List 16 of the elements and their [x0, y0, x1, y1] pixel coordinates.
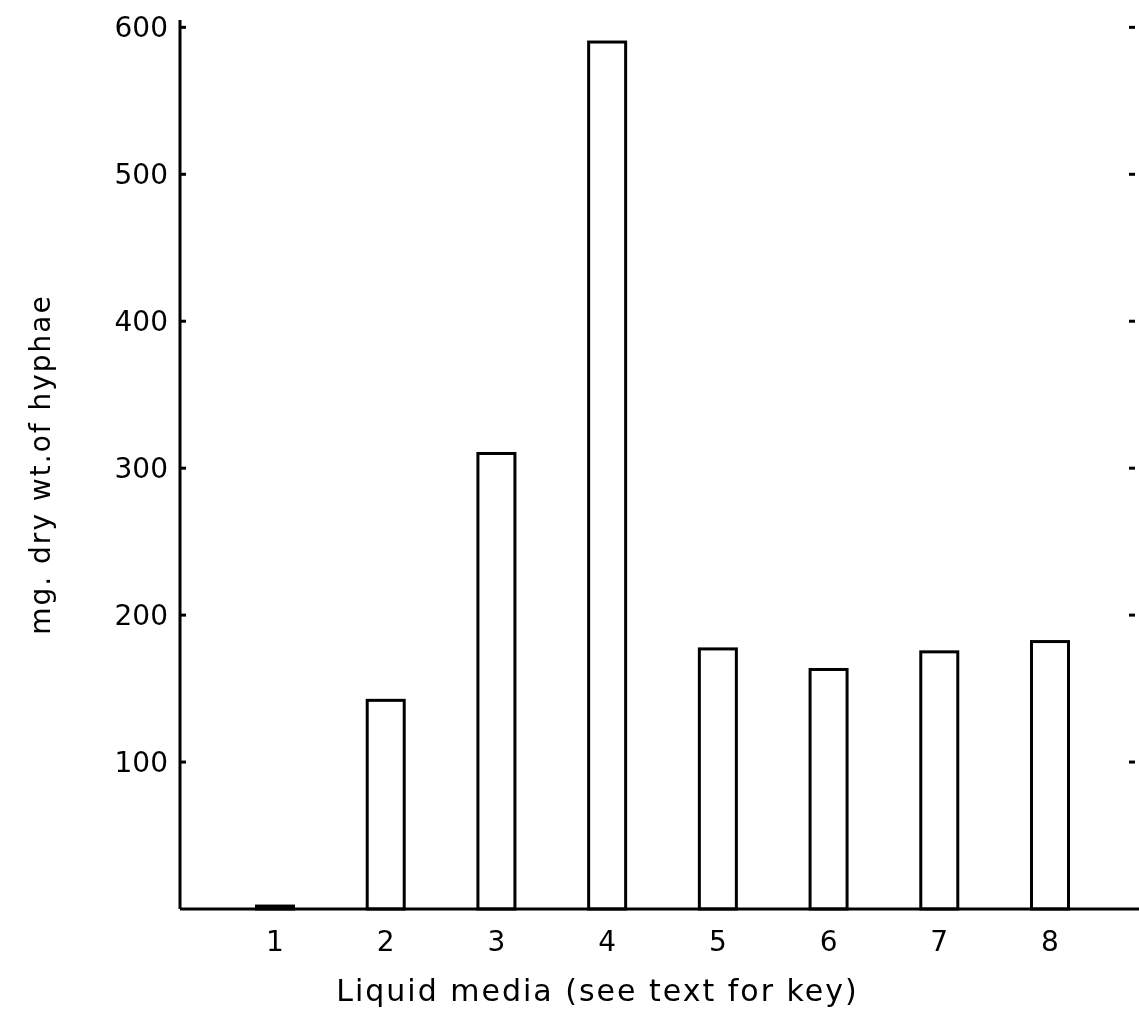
x-tick-label: 1: [266, 925, 284, 958]
x-tick-label: 4: [598, 925, 617, 958]
y-axis-title: mg. dry wt.of hyphae: [24, 294, 57, 635]
x-tick-label: 6: [819, 925, 838, 958]
y-tick-label: 100: [114, 745, 168, 779]
y-tick-label: 500: [114, 158, 168, 192]
x-axis-title: Liquid media (see text for key): [336, 973, 859, 1008]
x-tick-label: 2: [376, 925, 395, 958]
x-tick-label: 7: [930, 925, 949, 958]
y-tick-label: 200: [114, 598, 168, 632]
y-tick-label: 300: [114, 451, 168, 485]
y-tick-label: 400: [114, 305, 168, 339]
x-tick-label: 8: [1041, 925, 1059, 958]
y-tick-label: 600: [114, 11, 168, 45]
x-tick-label: 5: [708, 925, 727, 958]
x-tick-label: 3: [487, 925, 506, 958]
